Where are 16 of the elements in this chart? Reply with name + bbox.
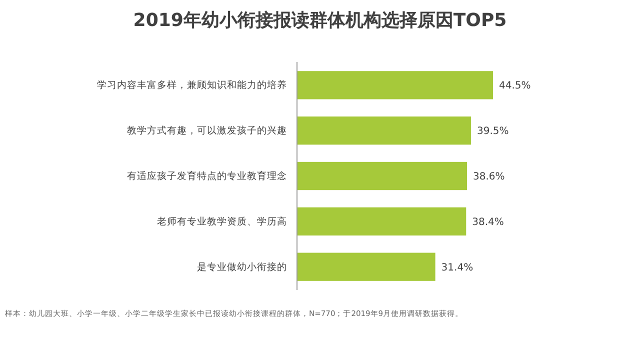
y-tick-label: 老师有专业教学资质、学历高 bbox=[157, 215, 287, 228]
y-tick-label: 是专业做幼小衔接的 bbox=[197, 260, 287, 273]
data-label: 31.4% bbox=[441, 262, 474, 274]
y-tick-label: 有适应孩子发育特点的专业教育理念 bbox=[127, 170, 287, 182]
data-label: 44.5% bbox=[499, 80, 531, 92]
bar bbox=[297, 116, 471, 145]
y-tick-label: 学习内容丰富多样，兼顾知识和能力的培养 bbox=[97, 79, 287, 92]
bar bbox=[297, 207, 466, 236]
bar bbox=[297, 71, 493, 100]
bar bbox=[297, 162, 468, 190]
data-label: 38.6% bbox=[473, 172, 505, 182]
chart-title: 2019年幼小衔接报读群体机构选择原因TOP5 bbox=[133, 10, 507, 31]
y-tick-label: 教学方式有趣，可以激发孩子的兴趣 bbox=[127, 124, 287, 137]
bar bbox=[297, 252, 436, 281]
data-label: 39.5% bbox=[476, 126, 509, 138]
data-label: 38.4% bbox=[472, 216, 504, 228]
